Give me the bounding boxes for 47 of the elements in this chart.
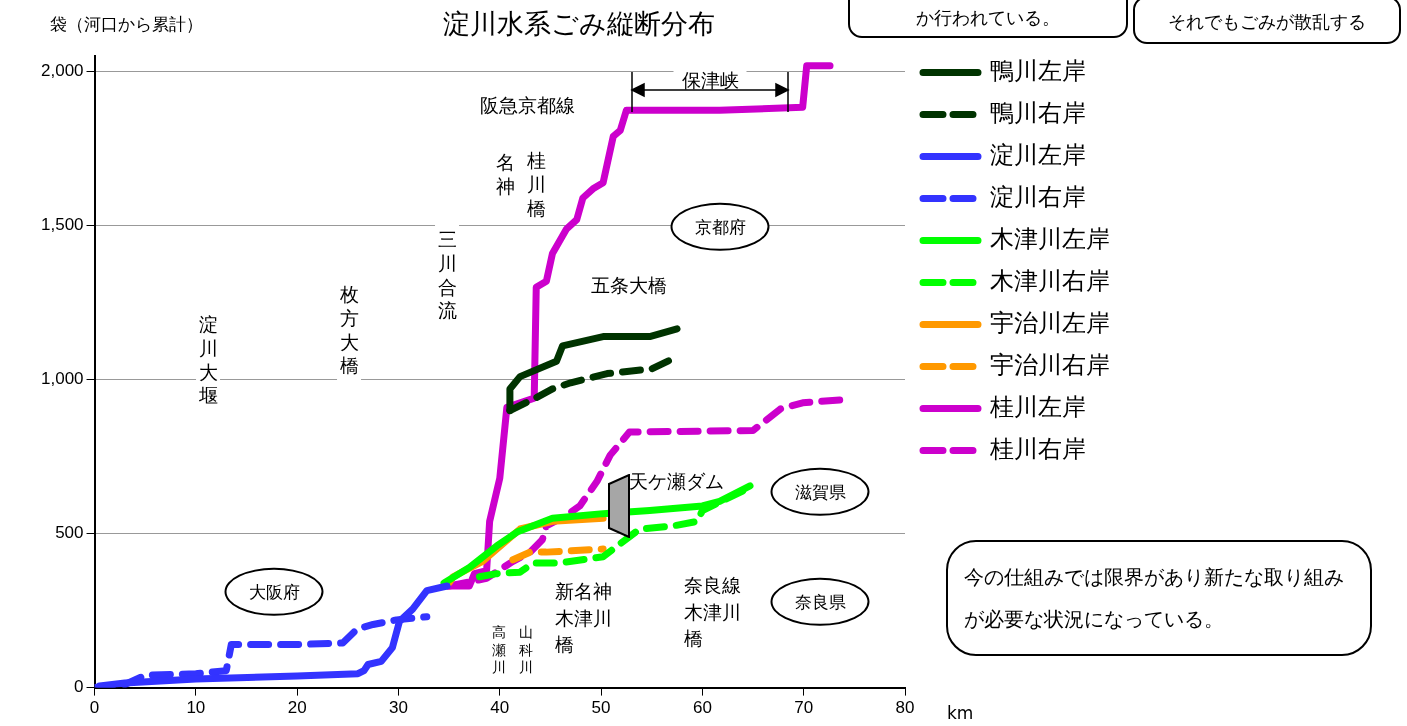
annotation: 滋賀県 — [770, 467, 870, 517]
legend-label: 宇治川左岸 — [990, 308, 1110, 337]
x-tick-label: 10 — [186, 698, 206, 718]
annotation: 奈良線木津川橋 — [684, 573, 742, 652]
x-tick-label: 30 — [389, 698, 408, 718]
x-tick-label: 40 — [490, 698, 510, 718]
x-tick-label: 60 — [692, 698, 712, 718]
annotation: 三川合流 — [435, 223, 459, 327]
legend-label: 淀川左岸 — [990, 140, 1086, 169]
annotation: 淀川大堰 — [196, 308, 220, 412]
annotation: 大阪府 — [224, 567, 324, 617]
text: それでもごみが散乱する — [1133, 0, 1401, 44]
annotation: 天ケ瀬ダム — [628, 469, 724, 493]
x-axis-title: km — [947, 702, 974, 723]
legend-label: 鴨川左岸 — [990, 56, 1086, 85]
annotation: 山科川 — [516, 619, 536, 681]
annotation: 保津峡 — [673, 68, 747, 92]
legend-label: 鴨川右岸 — [990, 98, 1086, 127]
legend-label: 宇治川右岸 — [990, 350, 1110, 379]
text: か行われている。 — [848, 0, 1128, 38]
annotation: 枚方大橋 — [337, 278, 361, 382]
annotation: 高瀬川 — [489, 619, 509, 681]
chart-title: 淀川水系ごみ縦断分布 — [443, 8, 715, 40]
annotation: 名神 — [493, 147, 517, 203]
y-tick-label: 0 — [74, 677, 84, 697]
y-tick-label: 2,000 — [40, 61, 84, 81]
annotation: 京都府 — [670, 202, 770, 252]
y-axis-title: 袋（河口から累計） — [50, 14, 203, 35]
legend-label: 木津川右岸 — [990, 266, 1110, 295]
y-tick-label: 1,000 — [40, 369, 84, 389]
legend-label: 淀川右岸 — [990, 182, 1086, 211]
y-tick-label: 500 — [55, 523, 84, 543]
x-tick-label: 80 — [895, 698, 915, 718]
annotation: 阪急京都線 — [479, 93, 575, 117]
annotation: 五条大橋 — [591, 273, 667, 297]
annotation: 新名神木津川橋 — [555, 579, 613, 658]
x-tick-label: 0 — [89, 698, 100, 718]
legend-label: 木津川左岸 — [990, 224, 1110, 253]
x-tick-label: 20 — [287, 698, 307, 718]
x-tick-label: 50 — [591, 698, 611, 718]
annotation: 奈良県 — [770, 577, 870, 627]
x-tick-label: 70 — [794, 698, 814, 718]
legend-label: 桂川左岸 — [989, 392, 1086, 421]
text: 今の仕組みでは限界があり新たな取り組みが必要な状況になっている。 — [946, 540, 1372, 656]
y-tick-label: 1,500 — [40, 215, 84, 235]
annotation: 桂川橋 — [524, 145, 548, 225]
legend-label: 桂川右岸 — [989, 434, 1086, 463]
